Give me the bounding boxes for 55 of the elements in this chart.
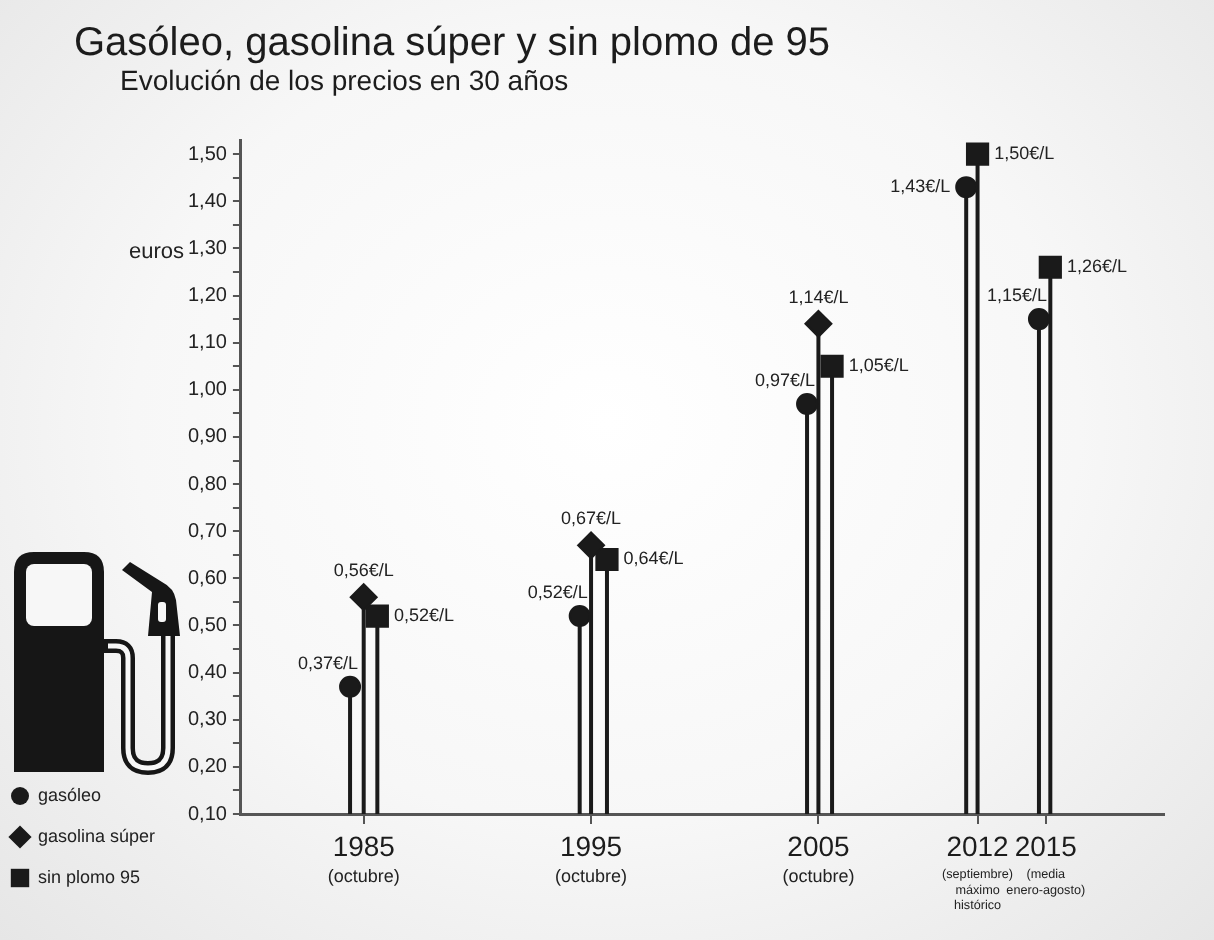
y-tick-label: 0,40	[187, 662, 228, 685]
y-tick-label: 0,30	[187, 709, 228, 732]
y-tick-label: 1,10	[187, 332, 228, 355]
point	[804, 309, 833, 338]
data-label: 0,67€/L	[561, 508, 622, 529]
data-label: 0,37€/L	[298, 652, 359, 673]
y-tick-label: 0,90	[187, 426, 228, 449]
x-tick-label: 2012	[946, 829, 1010, 862]
x-tick-label: 2005	[787, 829, 850, 862]
point	[577, 531, 606, 560]
data-label: 1,14€/L	[788, 286, 849, 307]
y-tick-label: 0,50	[187, 614, 228, 637]
x-tick-label: 1995	[559, 829, 623, 862]
x-tick-label: 2015	[1014, 829, 1078, 862]
y-tick-label: 0,60	[187, 567, 228, 590]
y-axis-title: euros	[128, 240, 185, 265]
data-label: 1,50€/L	[994, 143, 1055, 164]
text: (octubre)	[327, 865, 400, 886]
point	[820, 354, 844, 378]
data-label: 1,26€/L	[1066, 256, 1127, 277]
y-tick-label: 1,50	[187, 143, 228, 166]
point	[339, 675, 362, 698]
y-tick-label: 0,70	[187, 520, 228, 543]
x-tick-label: 1985	[332, 829, 396, 862]
y-tick-label: 1,00	[187, 379, 228, 402]
point	[1038, 255, 1062, 279]
legend-label: sin plomo 95	[38, 866, 141, 887]
y-tick-label: 0,20	[187, 756, 228, 779]
text: (octubre)	[782, 865, 855, 886]
data-label: 1,15€/L	[986, 285, 1047, 306]
data-label: 0,56€/L	[333, 560, 394, 581]
point	[568, 605, 591, 628]
point	[365, 604, 389, 628]
y-tick-label: 1,40	[187, 190, 228, 213]
data-label: 0,52€/L	[393, 605, 454, 626]
data-label: 0,52€/L	[527, 582, 588, 603]
y-tick-label: 0,80	[187, 473, 228, 496]
data-label: 1,05€/L	[848, 355, 909, 376]
point	[965, 142, 990, 166]
point	[1027, 308, 1050, 331]
point	[349, 583, 378, 612]
chart-title: Gasóleo, gasolina súper y sin plomo de 95	[74, 21, 831, 66]
point	[595, 547, 619, 572]
point	[955, 176, 978, 199]
data-label: 0,64€/L	[623, 548, 684, 569]
point	[796, 392, 819, 415]
y-tick-label: 1,20	[187, 285, 228, 308]
y-tick-label: 0,10	[187, 803, 228, 826]
data-label: 0,97€/L	[754, 369, 816, 390]
chart-subtitle: Evolución de los precios en 30 años	[120, 63, 569, 96]
legend-label: gasóleo	[38, 784, 102, 805]
legend-label: gasolina súper	[38, 825, 156, 846]
y-tick-label: 1,30	[187, 237, 228, 260]
text: (octubre)	[555, 865, 628, 886]
data-label: 1,43€/L	[890, 176, 951, 197]
